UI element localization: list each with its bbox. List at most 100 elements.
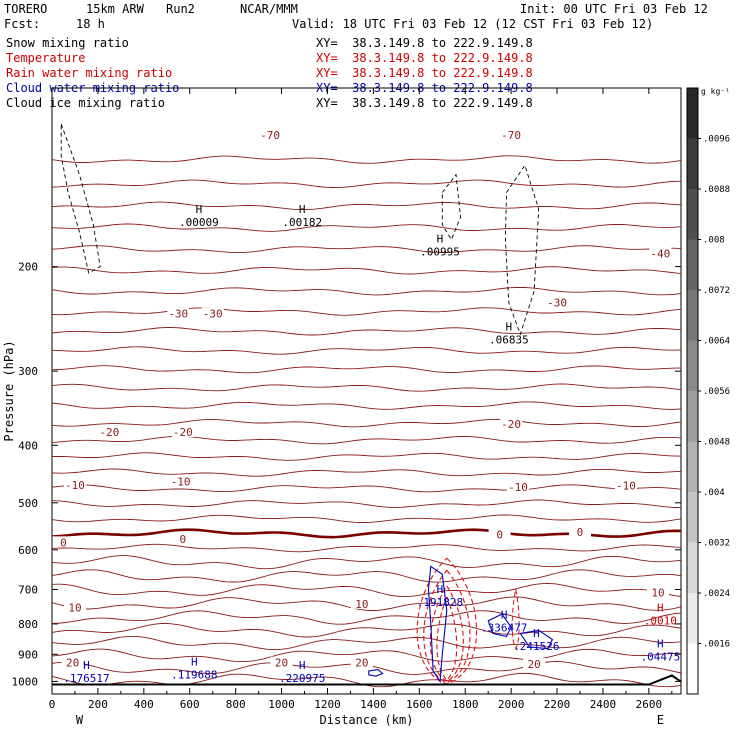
temperature-label: 10 bbox=[68, 601, 81, 614]
x-tick-label: 0 bbox=[49, 698, 56, 711]
high-value: .04475 bbox=[640, 650, 680, 663]
temperature-label: -20 bbox=[173, 426, 193, 439]
isotherm bbox=[51, 569, 682, 583]
isotherm bbox=[51, 635, 682, 651]
y-tick-label: 200 bbox=[18, 261, 38, 274]
isotherm bbox=[51, 648, 682, 663]
temperature-label: -20 bbox=[99, 426, 119, 439]
temp-label-bg bbox=[169, 475, 192, 487]
temp-label-bg bbox=[568, 525, 591, 537]
temperature-label: 20 bbox=[275, 657, 288, 670]
rain-contour bbox=[416, 557, 478, 685]
high-marker: H bbox=[299, 659, 306, 672]
x-tick-label: 400 bbox=[134, 698, 154, 711]
high-marker: H bbox=[506, 320, 513, 333]
isotherm bbox=[51, 418, 682, 428]
temperature-label: -40 bbox=[650, 247, 670, 260]
temperature-label: -30 bbox=[547, 297, 567, 310]
x-end-right: E bbox=[657, 713, 664, 727]
isotherm bbox=[51, 543, 682, 553]
temp-label-bg bbox=[259, 128, 282, 140]
x-tick-label: 200 bbox=[88, 698, 108, 711]
snow-contour bbox=[504, 164, 540, 336]
temperature-label: -70 bbox=[260, 129, 280, 142]
temp-label-bg bbox=[523, 658, 546, 670]
terrain-line bbox=[52, 674, 682, 686]
isotherm bbox=[51, 484, 682, 493]
field-name: Snow mixing ratio bbox=[6, 36, 129, 50]
isotherm bbox=[52, 610, 682, 625]
isotherm bbox=[51, 307, 682, 316]
high-value: .336477 bbox=[481, 621, 527, 634]
field-name: Cloud ice mixing ratio bbox=[6, 96, 165, 110]
temp-label-bg bbox=[350, 597, 373, 609]
surface-line bbox=[52, 674, 682, 686]
temp-label-bg bbox=[614, 479, 637, 491]
temp-label-bg bbox=[63, 601, 86, 613]
rain-contour bbox=[511, 589, 520, 650]
temperature-label: -30 bbox=[168, 308, 188, 321]
temp-label-bg bbox=[500, 128, 523, 140]
field-xy: XY= 38.3.149.8 to 222.9.149.8 bbox=[316, 36, 533, 50]
x-tick-label: 1600 bbox=[406, 698, 433, 711]
temp-label-bg bbox=[647, 586, 670, 598]
x-tick-label: 1400 bbox=[360, 698, 387, 711]
x-tick-label: 2200 bbox=[544, 698, 571, 711]
x-tick-label: 2600 bbox=[636, 698, 663, 711]
colorbar-bin bbox=[687, 391, 698, 442]
snow-contour bbox=[60, 123, 101, 274]
header-center: NCAR/MMM bbox=[240, 2, 298, 16]
high-marker: H bbox=[533, 627, 540, 640]
header-fcst-label: Fcst: bbox=[4, 17, 41, 31]
temperature-label: -10 bbox=[508, 481, 528, 494]
colorbar-tick-label: .0072 bbox=[703, 286, 730, 296]
temp-label-bg bbox=[270, 656, 293, 668]
temp-label-bg bbox=[171, 426, 194, 438]
high-value: .176517 bbox=[63, 672, 109, 685]
isotherm bbox=[51, 468, 682, 477]
colorbar-bin bbox=[687, 441, 698, 493]
temp-label-bg bbox=[98, 426, 121, 438]
temperature-label: -70 bbox=[501, 129, 521, 142]
y-tick-label: 300 bbox=[18, 365, 38, 378]
field-xy: XY= 38.3.149.8 to 222.9.149.8 bbox=[316, 51, 533, 65]
y-tick-label: 800 bbox=[18, 618, 38, 631]
y-tick-label: 600 bbox=[18, 544, 38, 557]
high-marker: H bbox=[657, 602, 664, 615]
isotherm bbox=[51, 623, 682, 638]
isotherm bbox=[51, 555, 682, 570]
colorbar: .0096 .0088 .008 .0072 .0064 .0056 .0048 .004 .0… bbox=[686, 87, 730, 695]
temp-label-bg bbox=[350, 656, 373, 668]
x-tick-label: 800 bbox=[226, 698, 246, 711]
isotherm bbox=[51, 201, 682, 211]
isotherm bbox=[51, 155, 682, 164]
colorbar-bin bbox=[687, 542, 698, 594]
colorbar-bin bbox=[687, 340, 698, 392]
high-marker: H bbox=[196, 203, 203, 216]
temp-label-bg bbox=[171, 532, 194, 544]
temp-label-bg bbox=[63, 479, 86, 491]
isotherm bbox=[51, 383, 682, 392]
isotherm bbox=[51, 435, 682, 445]
colorbar-tick-label: .0064 bbox=[703, 337, 730, 347]
high-value: .06835 bbox=[489, 333, 529, 346]
isotherm bbox=[51, 365, 681, 374]
high-marker: H bbox=[83, 659, 90, 672]
field-xy: XY= 38.3.149.8 to 222.9.149.8 bbox=[316, 96, 533, 110]
isotherm bbox=[51, 452, 681, 461]
high-value: .241526 bbox=[513, 640, 559, 653]
temp-label-bg bbox=[500, 417, 523, 429]
y-axis-label: Pressure (hPa) bbox=[2, 340, 16, 441]
high-value: .00182 bbox=[282, 216, 322, 229]
high-value: .220975 bbox=[279, 672, 325, 685]
field-xy: XY= 38.3.149.8 to 222.9.149.8 bbox=[316, 66, 533, 80]
temperature-label: 20 bbox=[66, 657, 79, 670]
header-resolution: 15km ARW bbox=[86, 2, 144, 16]
temperature-label: 0 bbox=[60, 536, 67, 549]
field-name: Rain water mixing ratio bbox=[6, 66, 173, 80]
temperature-label: -30 bbox=[203, 308, 223, 321]
colorbar-bin bbox=[687, 239, 698, 291]
isotherm bbox=[51, 179, 681, 189]
high-marker: H bbox=[299, 203, 306, 216]
